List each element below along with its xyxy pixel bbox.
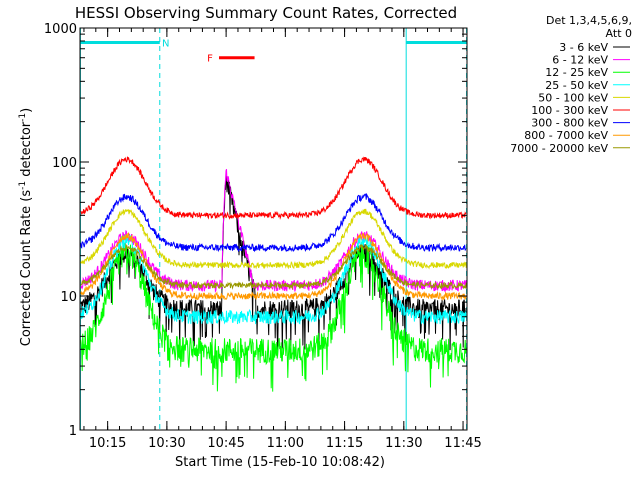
legend-label-1: 6 - 12 keV (552, 54, 608, 67)
legend-label-0: 3 - 6 keV (559, 41, 608, 54)
legend-label-3: 25 - 50 keV (545, 79, 608, 92)
annotations: NF (80, 38, 467, 65)
x-tick-label: 10:15 (89, 436, 126, 451)
series-line-7 (80, 232, 467, 301)
legend-label-5: 100 - 300 keV (531, 104, 608, 117)
x-tick-label: 10:30 (148, 436, 185, 451)
series-line-4 (80, 208, 467, 270)
annotation-label-0: N (162, 38, 169, 49)
series-line-5 (80, 156, 467, 220)
legend-header-line-2: Att 0 (606, 27, 632, 40)
y-ticks: 1 10 100 1000 (44, 22, 467, 439)
x-tick-label: 11:30 (385, 436, 422, 451)
series-lines (80, 156, 467, 392)
x-tick-label: 11:00 (267, 436, 304, 451)
legend-label-2: 12 - 25 keV (545, 66, 608, 79)
legend-label-6: 300 - 800 keV (531, 117, 608, 130)
series-line-2 (80, 241, 467, 392)
legend-header-line-1: Det 1,3,4,5,6,9, (546, 14, 632, 27)
x-axis-label: Start Time (15-Feb-10 10:08:42) (175, 455, 385, 470)
x-tick-label: 11:15 (326, 436, 363, 451)
series-line-6 (80, 192, 467, 253)
y-tick-label: 100 (52, 156, 77, 171)
legend-label-7: 800 - 7000 keV (524, 129, 608, 142)
series-line-8 (80, 242, 467, 291)
legend-label-8: 7000 - 20000 keV (510, 142, 608, 155)
x-tick-label: 11:45 (444, 436, 481, 451)
y-tick-label: 1000 (44, 22, 77, 37)
x-ticks: 10:15 10:30 10:45 11:00 11:15 11:30 11:45 (83, 28, 482, 451)
legend-label-4: 50 - 100 keV (538, 91, 608, 104)
annotation-label-2: F (207, 54, 213, 65)
x-tick-label: 10:45 (207, 436, 244, 451)
chart-title: HESSI Observing Summary Count Rates, Cor… (75, 4, 457, 22)
y-tick-label: 1 (69, 424, 77, 439)
y-tick-label: 10 (60, 290, 77, 305)
y-axis-label: Corrected Count Rate (s-1 detector-1) (18, 108, 34, 346)
series-line-3 (80, 234, 467, 325)
